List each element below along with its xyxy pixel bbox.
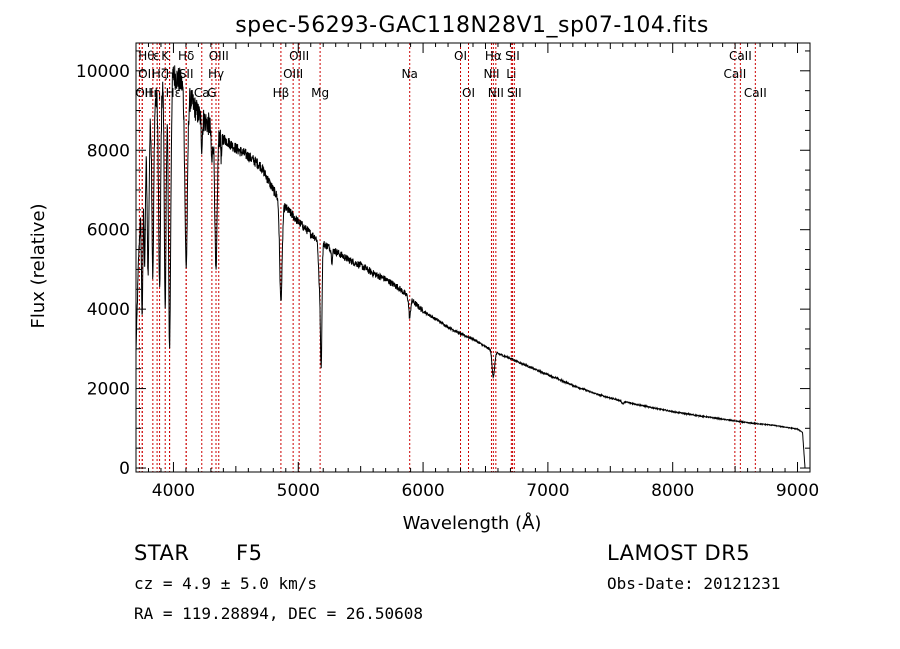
chart-title: spec-56293-GAC118N28V1_sp07-104.fits	[235, 13, 709, 38]
line-marker-label: Mg	[311, 86, 329, 100]
spectrum-line	[135, 65, 806, 469]
line-marker-label: CaII	[723, 67, 746, 81]
survey-name: LAMOST DR5	[607, 541, 751, 565]
axis-ticks: 4000 5000 6000 7000 8000 9000 0 2000 4000 6000 800…	[76, 43, 819, 501]
line-marker-label: ε	[153, 49, 160, 63]
x-tick-label: 4000	[152, 481, 195, 501]
line-marker-label: OII	[135, 86, 152, 100]
object-subclass: F5	[236, 541, 263, 565]
line-marker-label: Ca	[194, 86, 210, 100]
x-tick-label: 8000	[651, 481, 694, 501]
line-marker-label: CaII	[744, 86, 767, 100]
line-marker-label: Hβ	[273, 86, 290, 100]
x-tick-label: 7000	[526, 481, 569, 501]
y-tick-label: 10000	[76, 62, 130, 82]
y-tick-label: 0	[119, 459, 130, 479]
spectrum-chart: spec-56293-GAC118N28V1_sp07-104.fits OII…	[28, 13, 819, 534]
line-marker-label: Hγ	[208, 67, 224, 81]
y-axis-label: Flux (relative)	[28, 203, 49, 328]
line-marker-label: H	[166, 67, 175, 81]
line-marker-label: NII	[483, 67, 499, 81]
line-marker-label: OIII	[289, 49, 309, 63]
line-marker-label: SII	[179, 67, 194, 81]
y-tick-label: 8000	[87, 141, 130, 161]
x-tick-label: 6000	[401, 481, 444, 501]
line-marker-label: NII	[488, 86, 504, 100]
line-marker-label: Hζ	[152, 67, 168, 81]
line-marker-label: SII	[505, 49, 520, 63]
line-marker-label: G	[207, 86, 216, 100]
line-marker-label: OI	[462, 86, 475, 100]
redshift-text: cz = 4.9 ± 5.0 km/s	[134, 574, 318, 593]
line-marker-label: OI	[454, 49, 467, 63]
line-marker-label: OIII	[283, 67, 303, 81]
plot-frame	[135, 42, 811, 473]
line-marker-label: K	[161, 49, 170, 63]
x-tick-label: 9000	[776, 481, 819, 501]
line-marker-label: Hε	[166, 86, 182, 100]
x-axis-label: Wavelength (Å)	[403, 512, 542, 534]
line-marker-label: CaII	[729, 49, 752, 63]
y-tick-label: 6000	[87, 221, 130, 241]
line-marker-label: Na	[402, 67, 418, 81]
x-tick-label: 5000	[277, 481, 320, 501]
y-tick-label: 2000	[87, 380, 130, 400]
y-tick-label: 4000	[87, 300, 130, 320]
line-marker-label: Li	[506, 67, 516, 81]
coordinates: RA = 119.28894, DEC = 26.50608	[134, 604, 423, 623]
line-marker-label: Hη	[145, 86, 162, 100]
object-class: STAR	[134, 541, 190, 565]
obs-date: Obs-Date: 20121231	[607, 574, 781, 593]
line-marker-label: SII	[507, 86, 522, 100]
line-marker-label: Hα	[485, 49, 502, 63]
line-marker-label: OIII	[209, 49, 229, 63]
emission-line-markers: OIIHθOIIHηεHζKHHεHδSIICaGHγOIIIHβOIIIOII…	[135, 43, 767, 472]
